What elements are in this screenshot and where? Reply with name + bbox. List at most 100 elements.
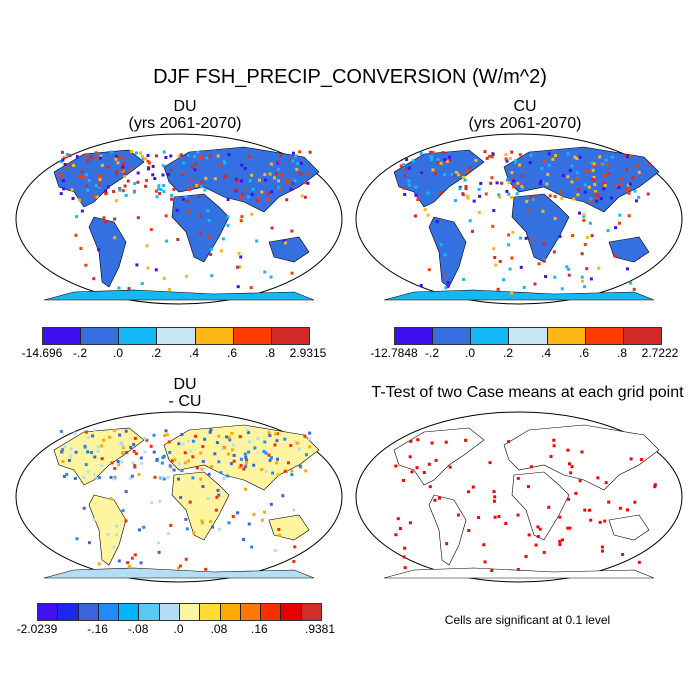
grid-cell: [219, 471, 223, 475]
grid-cell: [86, 188, 90, 192]
grid-cell: [468, 166, 472, 170]
grid-cell: [204, 567, 208, 571]
grid-cell: [512, 179, 516, 183]
grid-cell: [610, 155, 614, 159]
grid-cell: [156, 187, 160, 191]
grid-cell: [627, 214, 631, 218]
grid-cell: [160, 475, 164, 479]
grid-cell: [132, 442, 136, 446]
grid-cell: [444, 440, 448, 444]
grid-cell: [422, 471, 426, 475]
grid-cell: [247, 450, 251, 454]
grid-cell: [185, 274, 189, 278]
grid-cell: [63, 444, 67, 448]
colorbar-label: -.2: [72, 346, 88, 360]
grid-cell: [444, 274, 448, 278]
continent: [503, 424, 660, 491]
significance-note: Cells are significant at 0.1 level: [444, 613, 611, 627]
grid-cell: [520, 184, 524, 188]
grid-cell: [277, 528, 281, 532]
grid-cell: [266, 192, 270, 196]
grid-cell: [112, 429, 116, 433]
grid-cell: [241, 192, 245, 196]
grid-cell: [121, 165, 125, 169]
grid-cell: [168, 450, 172, 454]
grid-cell: [558, 190, 562, 194]
grid-cell: [453, 173, 457, 177]
grid-cell: [293, 545, 297, 549]
grid-cell: [516, 567, 520, 571]
grid-cell: [62, 156, 66, 160]
grid-cell: [290, 229, 294, 233]
grid-cell: [542, 242, 546, 246]
grid-cell: [232, 453, 236, 457]
grid-cell: [247, 155, 251, 159]
grid-cell: [177, 462, 181, 466]
grid-cell: [244, 455, 248, 459]
grid-cell: [498, 195, 502, 199]
grid-cell: [539, 179, 543, 183]
grid-cell: [281, 494, 285, 498]
colorbar-box: [220, 604, 241, 620]
grid-cell: [180, 432, 184, 436]
grid-cell: [86, 470, 90, 474]
grid-cell: [607, 500, 611, 504]
grid-cell: [247, 522, 251, 526]
grid-cell: [497, 515, 501, 519]
grid-cell: [536, 535, 540, 539]
grid-cell: [126, 179, 130, 183]
grid-cell: [568, 526, 572, 530]
grid-cell: [162, 477, 166, 481]
grid-cell: [467, 490, 471, 494]
grid-cell: [65, 153, 69, 157]
grid-cell: [135, 263, 139, 267]
grid-cell: [430, 158, 434, 162]
grid-cell: [483, 150, 487, 154]
grid-cell: [266, 198, 270, 202]
grid-cell: [291, 159, 295, 163]
grid-cell: [419, 284, 423, 288]
grid-cell: [565, 265, 569, 269]
grid-cell: [154, 268, 158, 272]
grid-cell: [614, 226, 618, 230]
grid-cell: [222, 159, 226, 163]
colorbar-label: .4: [540, 346, 552, 360]
grid-cell: [275, 432, 279, 436]
grid-cell: [238, 265, 242, 269]
grid-cell: [89, 155, 93, 159]
grid-cell: [439, 161, 443, 165]
grid-cell: [263, 440, 267, 444]
grid-cell: [161, 164, 165, 168]
grid-cell: [244, 487, 248, 491]
grid-cell: [448, 155, 452, 159]
grid-cell: [97, 183, 101, 187]
grid-cell: [140, 461, 144, 465]
grid-cell: [282, 239, 286, 243]
grid-cell: [158, 499, 162, 503]
grid-cell: [598, 520, 602, 524]
grid-cell: [604, 481, 608, 485]
colorbar-box: [98, 604, 120, 620]
colorbar-label: .0: [464, 346, 476, 360]
grid-cell: [97, 248, 101, 252]
grid-cell: [578, 211, 582, 215]
grid-cell: [429, 150, 433, 154]
colorbar-label: .16: [251, 622, 268, 636]
grid-cell: [492, 490, 496, 494]
continent: [88, 494, 127, 566]
grid-cell: [177, 477, 181, 481]
grid-cell: [123, 174, 127, 178]
grid-cell: [59, 160, 63, 164]
colorbar-box: [58, 604, 79, 620]
colorbar-box: [509, 328, 548, 344]
grid-cell: [100, 163, 104, 167]
grid-cell: [209, 252, 213, 256]
grid-cell: [112, 477, 116, 481]
grid-cell: [647, 162, 651, 166]
grid-cell: [252, 463, 256, 467]
grid-cell: [493, 515, 497, 519]
grid-cell: [465, 169, 469, 173]
colorbar-box: [139, 604, 160, 620]
grid-cell: [234, 177, 238, 181]
